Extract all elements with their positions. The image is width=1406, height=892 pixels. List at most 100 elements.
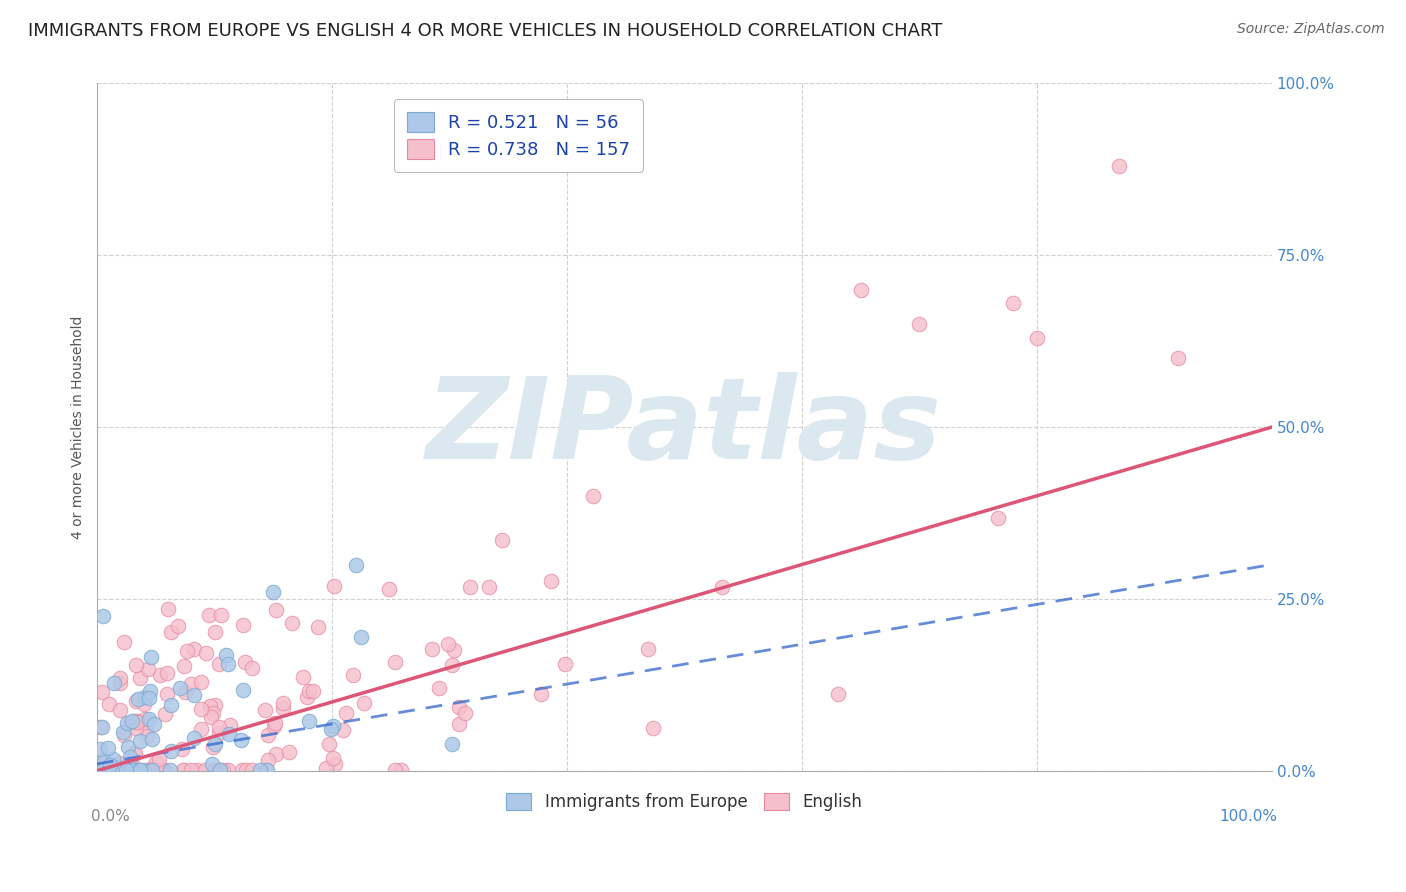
Point bbox=[156, 602, 179, 616]
Point bbox=[204, 624, 226, 639]
Point bbox=[242, 661, 264, 675]
Point bbox=[169, 681, 191, 695]
Legend: Immigrants from Europe, English: Immigrants from Europe, English bbox=[499, 786, 869, 817]
Point bbox=[323, 757, 346, 772]
Point bbox=[235, 763, 257, 777]
Point bbox=[108, 676, 131, 690]
Point bbox=[138, 690, 160, 705]
Y-axis label: 4 or more Vehicles in Household: 4 or more Vehicles in Household bbox=[72, 316, 86, 539]
Point bbox=[124, 721, 146, 735]
Point bbox=[108, 702, 131, 716]
Point bbox=[278, 745, 301, 759]
Point bbox=[183, 731, 205, 745]
Point bbox=[443, 642, 465, 657]
Point bbox=[198, 699, 221, 714]
Point bbox=[101, 763, 124, 777]
Point bbox=[125, 763, 148, 777]
Point bbox=[849, 283, 872, 297]
Point bbox=[91, 684, 114, 698]
Point bbox=[138, 712, 160, 726]
Point bbox=[160, 744, 183, 758]
Point bbox=[211, 763, 233, 777]
Point bbox=[148, 763, 170, 777]
Point bbox=[202, 740, 225, 755]
Point bbox=[384, 655, 406, 669]
Point bbox=[129, 671, 152, 685]
Point bbox=[153, 763, 176, 777]
Point bbox=[322, 579, 344, 593]
Point bbox=[420, 642, 443, 657]
Point bbox=[96, 763, 118, 777]
Point bbox=[127, 714, 149, 728]
Point bbox=[353, 696, 375, 710]
Point bbox=[183, 642, 205, 657]
Point bbox=[124, 746, 146, 760]
Point bbox=[132, 697, 155, 711]
Point bbox=[97, 698, 120, 712]
Point bbox=[118, 763, 141, 777]
Point bbox=[136, 662, 159, 676]
Point bbox=[108, 763, 131, 777]
Point bbox=[149, 667, 172, 681]
Point bbox=[540, 574, 562, 588]
Point bbox=[231, 763, 253, 777]
Point bbox=[117, 739, 139, 754]
Point bbox=[449, 700, 471, 714]
Point bbox=[105, 763, 128, 777]
Point bbox=[201, 706, 224, 721]
Point bbox=[217, 763, 239, 777]
Point bbox=[127, 692, 149, 706]
Point bbox=[101, 752, 124, 766]
Point bbox=[142, 717, 165, 731]
Point bbox=[350, 630, 373, 644]
Point bbox=[232, 618, 254, 632]
Point bbox=[132, 763, 155, 777]
Point bbox=[262, 585, 284, 599]
Point bbox=[148, 751, 170, 765]
Point bbox=[183, 688, 205, 702]
Point bbox=[112, 635, 135, 649]
Point bbox=[90, 763, 112, 777]
Point bbox=[156, 687, 179, 701]
Point bbox=[94, 763, 117, 777]
Point bbox=[318, 737, 340, 751]
Point bbox=[253, 703, 276, 717]
Point bbox=[908, 317, 931, 331]
Point bbox=[141, 763, 163, 777]
Point bbox=[153, 706, 176, 721]
Point bbox=[256, 763, 278, 777]
Point bbox=[218, 727, 240, 741]
Point bbox=[125, 763, 148, 777]
Point bbox=[89, 720, 111, 734]
Point bbox=[129, 763, 152, 777]
Text: 0.0%: 0.0% bbox=[91, 808, 129, 823]
Point bbox=[122, 760, 145, 774]
Point bbox=[90, 721, 112, 735]
Point bbox=[110, 672, 132, 686]
Point bbox=[114, 763, 136, 777]
Point bbox=[440, 657, 463, 672]
Point bbox=[176, 644, 198, 658]
Point bbox=[384, 763, 406, 777]
Point bbox=[389, 763, 412, 777]
Point bbox=[120, 716, 142, 731]
Point bbox=[271, 696, 294, 710]
Point bbox=[208, 726, 231, 740]
Point bbox=[180, 677, 202, 691]
Point bbox=[145, 755, 167, 769]
Point bbox=[114, 763, 136, 777]
Point bbox=[122, 714, 145, 729]
Point bbox=[122, 763, 145, 777]
Text: Source: ZipAtlas.com: Source: ZipAtlas.com bbox=[1237, 22, 1385, 37]
Point bbox=[208, 763, 231, 777]
Point bbox=[135, 723, 157, 738]
Point bbox=[478, 580, 501, 594]
Point bbox=[87, 763, 110, 777]
Point bbox=[172, 763, 194, 777]
Point bbox=[159, 624, 181, 639]
Point bbox=[115, 715, 138, 730]
Point bbox=[134, 712, 156, 726]
Point bbox=[124, 658, 146, 673]
Point bbox=[217, 657, 239, 671]
Point bbox=[254, 763, 277, 777]
